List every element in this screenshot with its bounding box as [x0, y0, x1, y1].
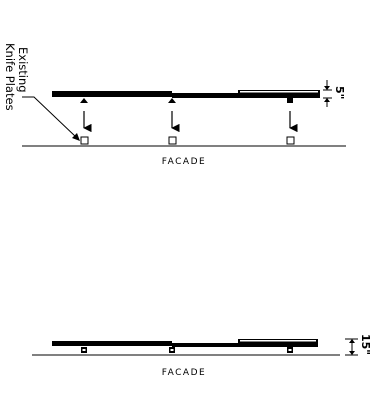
annotation-line-existing: Existing	[16, 47, 30, 93]
bottom-beam-right	[238, 339, 318, 347]
annotation-line-knife-plates: Knife Plates	[3, 43, 17, 111]
top-support-1	[80, 98, 88, 103]
top-knife-plate-1	[80, 136, 89, 145]
bottom-support-2-detail	[170, 349, 174, 351]
top-beam-right	[238, 90, 320, 98]
bottom-beam-right-highlight	[240, 340, 316, 342]
bottom-facade-label: FACADE	[162, 368, 206, 378]
top-panel: FACADE 5"	[22, 80, 346, 167]
bottom-dimension: 15"	[345, 334, 372, 356]
bottom-panel: FACADE 15"	[32, 334, 372, 378]
bottom-beam-middle	[172, 343, 238, 347]
annotation-leader-line	[22, 96, 77, 138]
top-facade-label: FACADE	[162, 157, 206, 167]
top-beam-middle	[172, 93, 238, 98]
top-support-3	[287, 98, 293, 103]
bottom-dimension-label: 15"	[359, 334, 372, 355]
top-knife-plate-3	[286, 136, 295, 145]
top-beam-right-highlight	[240, 91, 318, 93]
annotation-leader-arrowhead	[72, 133, 80, 141]
bottom-support-1-detail	[82, 349, 86, 351]
bottom-beam-left	[52, 341, 172, 346]
top-support-2	[168, 98, 176, 103]
bottom-support-3-detail	[288, 349, 292, 351]
top-knife-plate-2	[168, 136, 177, 145]
knife-plates-annotation: Existing Knife Plates	[3, 43, 80, 141]
top-beam-left	[52, 91, 172, 97]
top-dimension-label: 5"	[333, 86, 346, 99]
top-dimension: 5"	[323, 80, 346, 107]
